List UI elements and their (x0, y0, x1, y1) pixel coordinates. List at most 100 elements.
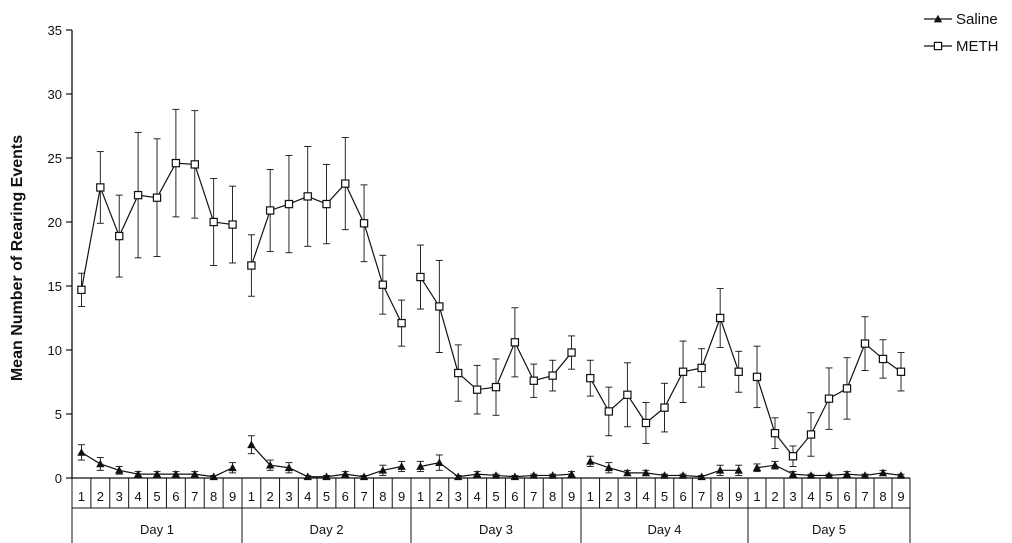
x-tick-label: 6 (342, 489, 349, 504)
saline-point (510, 472, 520, 481)
saline-point (341, 469, 350, 478)
saline-point (752, 463, 762, 472)
saline-point (824, 471, 834, 479)
saline-point (416, 462, 425, 470)
legend-item-meth: METH (924, 38, 999, 55)
legend-meth-point (933, 41, 943, 51)
saline-point (96, 459, 105, 468)
saline-point (322, 472, 331, 481)
saline-point (472, 469, 482, 478)
x-tick-label: 5 (153, 489, 160, 504)
saline-point (734, 466, 743, 474)
saline-point (247, 440, 256, 449)
meth-point (860, 339, 870, 348)
x-tick-label: 7 (530, 489, 537, 504)
meth-point (416, 272, 425, 282)
meth-point (660, 403, 669, 412)
x-tick-label: 4 (473, 489, 480, 504)
day-group-label: Day 2 (310, 522, 344, 537)
x-tick-label: 5 (661, 489, 668, 504)
meth-point (228, 220, 237, 229)
series-saline (77, 435, 906, 481)
x-tick-label: 4 (304, 489, 311, 504)
x-tick-label: 7 (191, 489, 198, 504)
day-group-label: Day 4 (648, 522, 682, 537)
saline-point (806, 471, 816, 479)
x-tick-label: 3 (624, 489, 631, 504)
meth-point (548, 371, 557, 380)
saline-point (697, 472, 706, 481)
x-tick-label: 2 (267, 489, 274, 504)
y-tick-label: 5 (55, 407, 62, 422)
x-tick-label: 9 (398, 489, 405, 504)
x-tick-label: 1 (753, 489, 760, 504)
x-tick-label: 6 (679, 489, 686, 504)
saline-point (641, 468, 651, 477)
saline-point (529, 471, 538, 479)
x-tick-label: 7 (360, 489, 367, 504)
saline-point (878, 468, 888, 477)
y-axis-label: Mean Number of Rearing Events (9, 135, 26, 381)
legend-item-saline: Saline (924, 11, 998, 28)
x-tick-label: 1 (587, 489, 594, 504)
x-tick-label: 2 (605, 489, 612, 504)
saline-point (378, 466, 388, 474)
x-tick-label: 1 (78, 489, 85, 504)
meth-point (491, 382, 501, 392)
x-tick-label: 8 (210, 489, 217, 504)
x-tick-label: 3 (455, 489, 462, 504)
meth-point (510, 338, 520, 347)
x-tick-label: 4 (642, 489, 649, 504)
legend: Saline METH (924, 11, 999, 55)
meth-point (115, 231, 124, 241)
x-tick-label: 6 (511, 489, 518, 504)
saline-point (896, 471, 906, 479)
saline-point (454, 472, 463, 481)
saline-point (623, 468, 632, 477)
day-group-label: Day 1 (140, 522, 174, 537)
meth-point (77, 285, 86, 295)
meth-point (770, 429, 780, 438)
series-layer (77, 108, 906, 481)
x-tick-label: 6 (843, 489, 850, 504)
saline-point (190, 469, 199, 478)
saline-point (77, 448, 86, 456)
meth-point (284, 199, 294, 209)
series-meth (77, 108, 906, 467)
y-tick-label: 15 (48, 279, 62, 294)
meth-point (586, 373, 595, 383)
x-tick-label: 8 (717, 489, 724, 504)
saline-point (660, 471, 669, 479)
x-tick-label: 9 (568, 489, 575, 504)
saline-point (604, 463, 614, 472)
saline-point (586, 457, 595, 465)
meth-point (265, 206, 275, 215)
meth-point (752, 372, 762, 382)
meth-point (322, 199, 331, 209)
meth-point (454, 368, 463, 378)
x-tick-label: 6 (172, 489, 179, 504)
meth-point (896, 367, 906, 376)
x-tick-label: 8 (549, 489, 556, 504)
x-tick-label: 8 (879, 489, 886, 504)
saline-point (359, 472, 369, 481)
meth-point (623, 390, 632, 400)
x-tick-label: 4 (807, 489, 814, 504)
meth-point (133, 190, 143, 200)
meth-point (641, 418, 651, 428)
legend-label: Saline (956, 11, 998, 28)
meth-point (152, 193, 162, 202)
legend-saline-point (933, 14, 943, 23)
x-tick-label: 2 (436, 489, 443, 504)
meth-point (359, 219, 369, 228)
x-tick-label: 5 (323, 489, 330, 504)
saline-point (770, 461, 780, 469)
meth-point (96, 183, 105, 192)
meth-point (604, 407, 614, 416)
day-groups: Day 1 Day 2 Day 3 Day 4 Day 5 (72, 507, 910, 537)
day-group-label: Day 5 (812, 522, 846, 537)
x-tick-label: 2 (97, 489, 104, 504)
meth-point (678, 367, 688, 376)
